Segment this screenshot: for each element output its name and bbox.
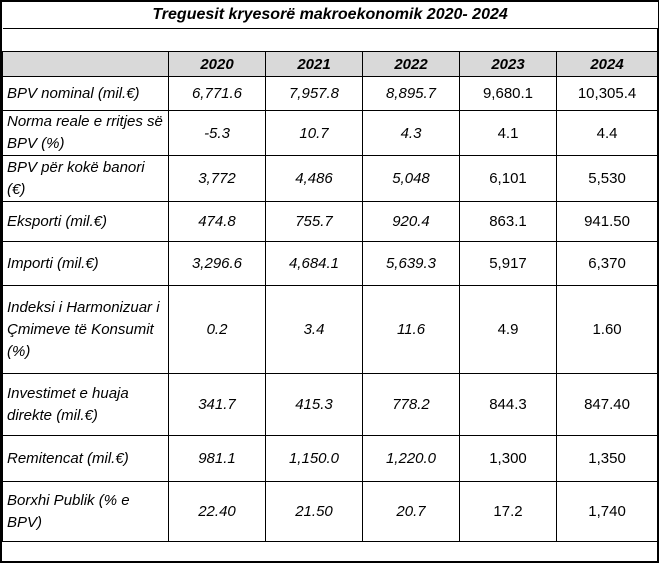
- value-cell-2022: 5,048: [362, 155, 460, 202]
- value-cell-2024: 1.60: [555, 285, 659, 374]
- value-cell-2021: 10.7: [265, 110, 363, 156]
- row-label: BPV nominal (mil.€): [2, 76, 169, 111]
- table-row-bpv-per-capita: BPV për kokë banori (€) 3,772 4,486 5,048 6,…: [2, 155, 659, 202]
- value-cell-2020: 474.8: [168, 201, 266, 242]
- value-cell-2020: 981.1: [168, 435, 266, 482]
- value-cell-2022: 8,895.7: [362, 76, 460, 111]
- row-label: Importi (mil.€): [2, 241, 169, 286]
- header-year-2020: 2020: [168, 51, 266, 77]
- value-cell-2020: 3,296.6: [168, 241, 266, 286]
- row-label: Remitencat (mil.€): [2, 435, 169, 482]
- value-cell-2023: 4.9: [459, 285, 557, 374]
- value-cell-2021: 3.4: [265, 285, 363, 374]
- value-cell-2022: 20.7: [362, 481, 460, 542]
- value-cell-2021: 415.3: [265, 373, 363, 436]
- table-row-exports: Eksporti (mil.€) 474.8 755.7 920.4 863.1 941.…: [2, 201, 659, 242]
- value-cell-2023: 1,300: [459, 435, 557, 482]
- table-row-hicp: Indeksi i Harmonizuar i Çmimeve të Konsu…: [2, 285, 659, 374]
- value-cell-2023: 5,917: [459, 241, 557, 286]
- value-cell-2024: 1,350: [555, 435, 659, 482]
- value-cell-2024: 941.50: [555, 201, 659, 242]
- value-cell-2020: 3,772: [168, 155, 266, 202]
- value-cell-2024: 847.40: [555, 373, 659, 436]
- value-cell-2022: 4.3: [362, 110, 460, 156]
- table-row-public-debt: Borxhi Publik (% e BPV) 22.40 21.50 20.7 17.…: [2, 481, 659, 542]
- macro-indicators-table: Treguesit kryesorë makroekonomik 2020- 2…: [2, 2, 659, 542]
- table-row-bpv-nominal: BPV nominal (mil.€) 6,771.6 7,957.8 8,895.7…: [2, 76, 659, 111]
- table-row-remittances: Remitencat (mil.€) 981.1 1,150.0 1,220.0 1,3…: [2, 435, 659, 482]
- table-row-real-growth-rate: Norma reale e rritjes së BPV (%) -5.3 10.7…: [2, 110, 659, 156]
- value-cell-2021: 7,957.8: [265, 76, 363, 111]
- value-cell-2024: 4.4: [555, 110, 659, 156]
- value-cell-2020: -5.3: [168, 110, 266, 156]
- row-label: Indeksi i Harmonizuar i Çmimeve të Konsu…: [2, 285, 169, 374]
- header-year-2024: 2024: [555, 51, 659, 77]
- table-row-fdi: Investimet e huaja direkte (mil.€) 341.7 4…: [2, 373, 659, 436]
- row-label: Borxhi Publik (% e BPV): [2, 481, 169, 542]
- blank-row: [2, 28, 658, 52]
- value-cell-2021: 21.50: [265, 481, 363, 542]
- value-cell-2021: 755.7: [265, 201, 363, 242]
- value-cell-2023: 863.1: [459, 201, 557, 242]
- value-cell-2023: 6,101: [459, 155, 557, 202]
- table-title: Treguesit kryesorë makroekonomik 2020- 2…: [2, 2, 658, 29]
- value-cell-2020: 22.40: [168, 481, 266, 542]
- value-cell-2024: 10,305.4: [555, 76, 659, 111]
- title-row: Treguesit kryesorë makroekonomik 2020- 2…: [2, 2, 658, 29]
- value-cell-2022: 778.2: [362, 373, 460, 436]
- header-corner-cell: [2, 51, 169, 77]
- value-cell-2023: 844.3: [459, 373, 557, 436]
- value-cell-2021: 4,486: [265, 155, 363, 202]
- row-label: Investimet e huaja direkte (mil.€): [2, 373, 169, 436]
- header-year-2022: 2022: [362, 51, 460, 77]
- value-cell-2022: 11.6: [362, 285, 460, 374]
- value-cell-2020: 341.7: [168, 373, 266, 436]
- value-cell-2020: 0.2: [168, 285, 266, 374]
- value-cell-2024: 6,370: [555, 241, 659, 286]
- value-cell-2023: 17.2: [459, 481, 557, 542]
- value-cell-2021: 4,684.1: [265, 241, 363, 286]
- value-cell-2023: 4.1: [459, 110, 557, 156]
- row-label: BPV për kokë banori (€): [2, 155, 169, 202]
- header-year-2021: 2021: [265, 51, 363, 77]
- header-year-2023: 2023: [459, 51, 557, 77]
- header-row: 2020 2021 2022 2023 2024: [2, 51, 659, 77]
- value-cell-2020: 6,771.6: [168, 76, 266, 111]
- table-row-imports: Importi (mil.€) 3,296.6 4,684.1 5,639.3 5,91…: [2, 241, 659, 286]
- value-cell-2022: 920.4: [362, 201, 460, 242]
- row-label: Norma reale e rritjes së BPV (%): [2, 110, 169, 156]
- value-cell-2024: 5,530: [555, 155, 659, 202]
- value-cell-2022: 5,639.3: [362, 241, 460, 286]
- value-cell-2021: 1,150.0: [265, 435, 363, 482]
- blank-cell: [2, 28, 658, 52]
- value-cell-2024: 1,740: [555, 481, 659, 542]
- row-label: Eksporti (mil.€): [2, 201, 169, 242]
- value-cell-2022: 1,220.0: [362, 435, 460, 482]
- value-cell-2023: 9,680.1: [459, 76, 557, 111]
